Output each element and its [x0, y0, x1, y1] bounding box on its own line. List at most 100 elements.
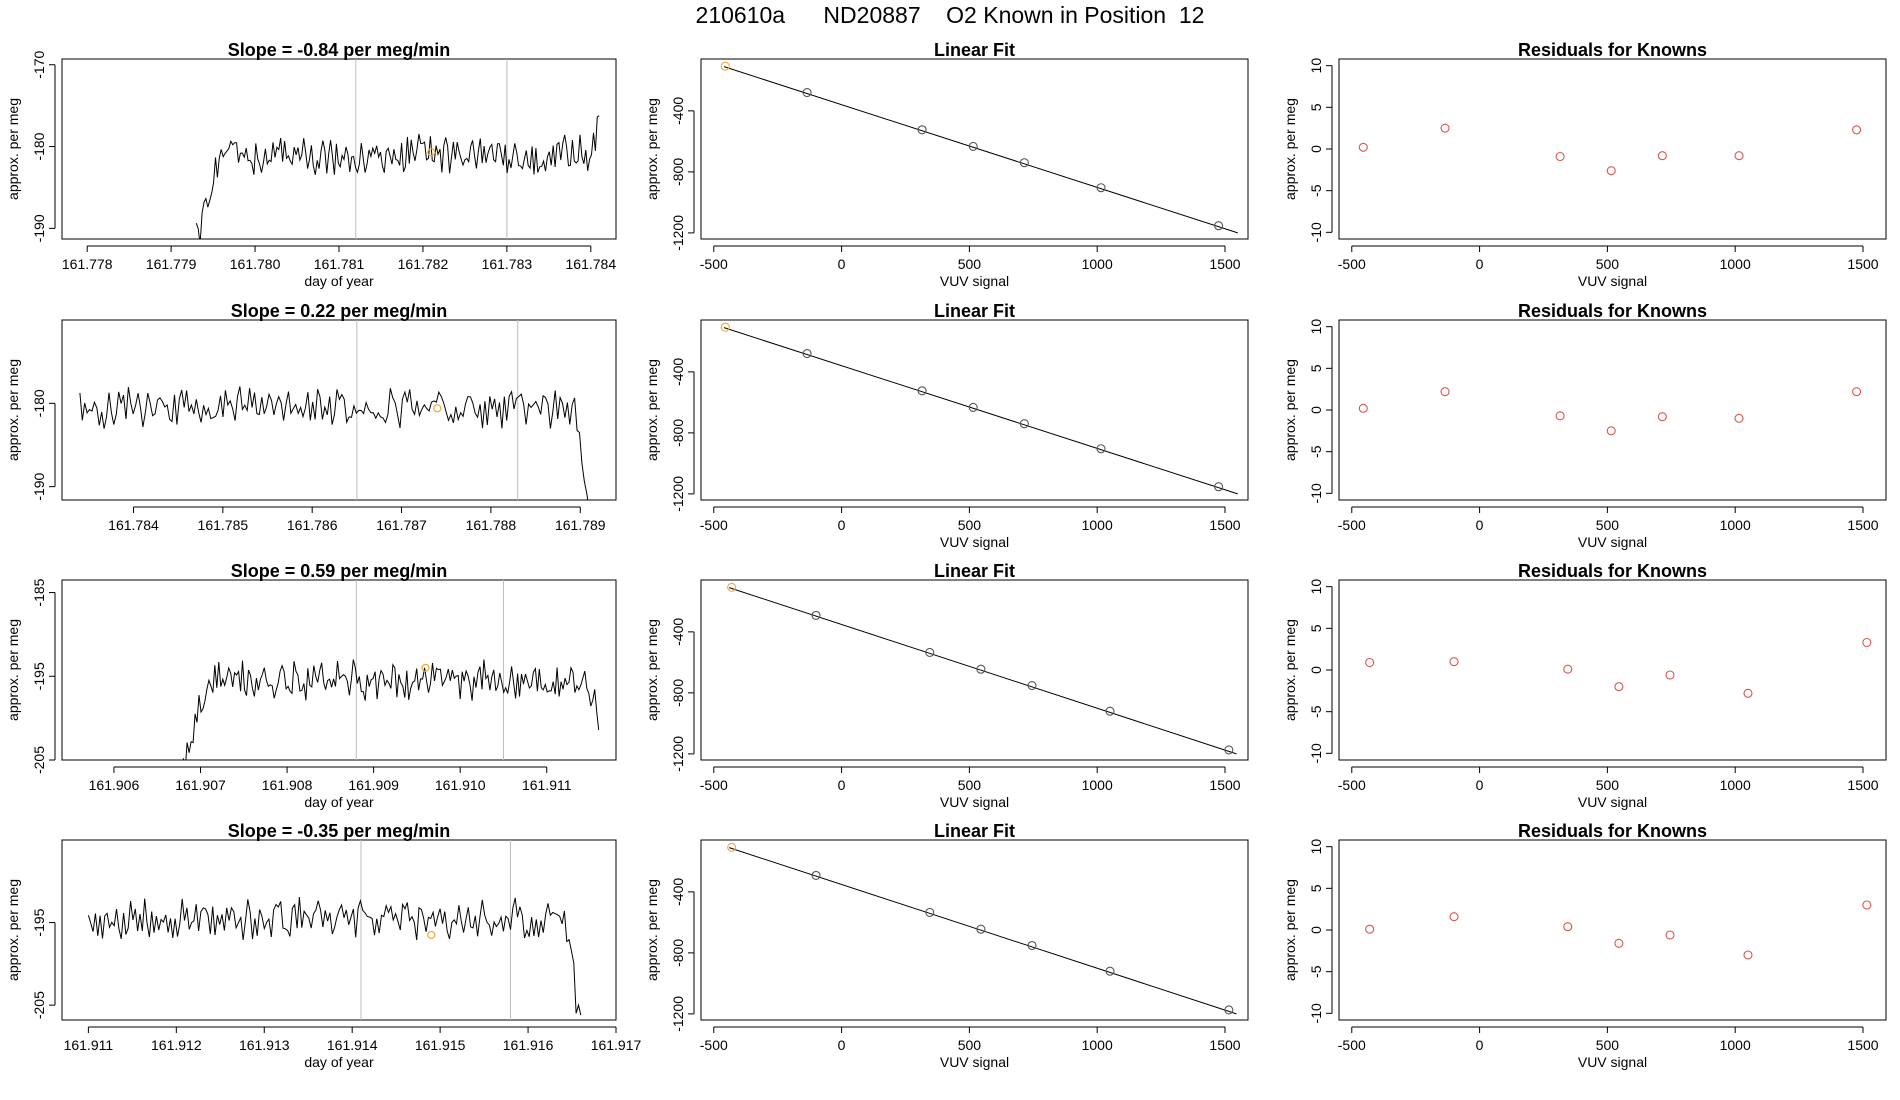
row4-residuals-point — [1614, 938, 1624, 948]
row4-linearfit-ylabel: approx. per meg — [644, 879, 660, 981]
row2-residuals-y-tick-label: 0 — [1308, 406, 1324, 414]
row4-residuals-y-tick-label: -10 — [1308, 1003, 1324, 1023]
row3-linearfit-point — [727, 582, 737, 592]
row4-linearfit-frame — [700, 839, 1249, 1021]
row2-residuals-x-tick-label: 1000 — [1720, 517, 1751, 533]
row3-timeseries-x-tick-label: 161.906 — [89, 777, 140, 793]
row2-linearfit-ylabel: approx. per meg — [644, 359, 660, 461]
row2-timeseries-average-marker — [433, 404, 442, 413]
row1-timeseries-ylabel: approx. per meg — [5, 98, 21, 200]
row3-timeseries-average-marker — [421, 663, 430, 673]
row3-residuals-ylabel: approx. per meg — [1282, 619, 1298, 721]
row1-timeseries-x-tick-label: 161.780 — [230, 256, 281, 272]
row1-linearfit-point — [968, 141, 978, 151]
row3-linearfit-x-tick-label: -500 — [700, 777, 728, 793]
row2-linearfit-point — [720, 322, 730, 332]
row4-residuals-title: Residuals for Knowns — [1518, 821, 1707, 841]
row1-linearfit-y-tick-label: -1200 — [670, 215, 686, 251]
row1-timeseries-title: Slope = -0.84 per meg/min — [228, 40, 451, 60]
row2-linearfit-point — [802, 349, 812, 359]
row1-linearfit-x-tick-label: 1500 — [1209, 256, 1240, 272]
row3-residuals-x-tick-label: 1500 — [1847, 777, 1878, 793]
row3-linearfit-fit-line — [728, 587, 1237, 755]
row2-residuals-frame — [1338, 319, 1887, 501]
row2-residuals-point — [1852, 387, 1862, 397]
row4-residuals-point — [1449, 912, 1459, 922]
row4-linearfit-xlabel: VUV signal — [940, 1054, 1009, 1070]
row1-residuals-y-tick-label: -5 — [1308, 184, 1324, 197]
row2-linearfit-x-tick-label: 1500 — [1209, 517, 1240, 533]
row2-residuals-point — [1606, 426, 1616, 436]
row1-residuals-title: Residuals for Knowns — [1518, 40, 1707, 60]
row1-linearfit-frame — [700, 58, 1249, 240]
row1-timeseries-xlabel: day of year — [304, 273, 374, 289]
row1-timeseries-x-tick-label: 161.783 — [482, 256, 533, 272]
row3-timeseries-x-tick-label: 161.909 — [348, 777, 399, 793]
row3-linearfit-x-tick-label: 0 — [838, 777, 846, 793]
row4-linearfit-title: Linear Fit — [934, 821, 1015, 841]
row4-timeseries-x-tick-label: 161.911 — [64, 1037, 114, 1053]
row4-linearfit-point — [811, 870, 821, 880]
row3-residuals-y-tick-label: -10 — [1308, 743, 1324, 763]
row1-linearfit-x-tick-label: -500 — [700, 256, 728, 272]
row3-timeseries-y-tick-label: -205 — [31, 746, 47, 774]
row1-residuals-frame — [1338, 58, 1887, 240]
row2-linearfit-x-tick-label: 500 — [958, 517, 982, 533]
row2-residuals-point — [1440, 387, 1450, 397]
row1-linearfit-point — [1214, 221, 1224, 231]
row3-timeseries-frame — [61, 579, 617, 761]
row4-linearfit-x-tick-label: -500 — [700, 1037, 728, 1053]
row2-linearfit-xlabel: VUV signal — [940, 534, 1009, 550]
row2-residuals-xlabel: VUV signal — [1578, 534, 1647, 550]
row2-residuals-x-tick-label: -500 — [1338, 517, 1366, 533]
row3-timeseries-y-tick-label: -195 — [31, 662, 47, 690]
row2-residuals-y-tick-label: 5 — [1308, 364, 1324, 372]
row2-linearfit-point — [1214, 482, 1224, 492]
row3-residuals-y-tick-label: 10 — [1308, 579, 1324, 595]
row1-residuals-y-tick-label: 0 — [1308, 145, 1324, 153]
row1-linearfit-point — [917, 125, 927, 135]
row4-linearfit-x-tick-label: 1000 — [1082, 1037, 1113, 1053]
row4-residuals-y-tick-label: 10 — [1308, 839, 1324, 855]
row1-residuals-x-tick-label: 1000 — [1720, 256, 1751, 272]
row1-linearfit-ylabel: approx. per meg — [644, 98, 660, 200]
row3-timeseries-title: Slope = 0.59 per meg/min — [231, 561, 448, 581]
row3-residuals-xlabel: VUV signal — [1578, 794, 1647, 810]
row2-residuals-title: Residuals for Knowns — [1518, 301, 1707, 321]
row1-residuals-point — [1606, 166, 1616, 176]
row4-timeseries-title: Slope = -0.35 per meg/min — [228, 821, 451, 841]
row2-linearfit-x-tick-label: 1000 — [1082, 517, 1113, 533]
row1-residuals-point — [1657, 151, 1667, 161]
row4-timeseries-x-tick-label: 161.914 — [327, 1037, 378, 1053]
row2-timeseries-frame — [61, 319, 617, 501]
row2-residuals-x-tick-label: 0 — [1476, 517, 1484, 533]
row4-residuals-point — [1365, 924, 1375, 934]
row3-residuals-point — [1365, 657, 1375, 668]
row2-linearfit-x-tick-label: 0 — [838, 517, 846, 533]
row2-timeseries-x-tick-label: 161.788 — [466, 517, 517, 533]
row1-residuals-point — [1734, 151, 1744, 161]
row1-residuals-x-tick-label: 500 — [1596, 256, 1620, 272]
row1-linearfit-fit-line — [723, 66, 1238, 234]
row1-residuals-point — [1440, 123, 1450, 133]
row4-residuals-x-tick-label: 500 — [1596, 1037, 1620, 1053]
row1-linearfit-x-tick-label: 500 — [958, 256, 982, 272]
row4-residuals-y-tick-label: 0 — [1308, 926, 1324, 934]
row1-residuals-x-tick-label: 1500 — [1847, 256, 1878, 272]
row4-linearfit-x-tick-label: 500 — [958, 1037, 982, 1053]
row2-linearfit-point — [968, 402, 978, 412]
row4-linearfit-y-tick-label: -800 — [670, 939, 686, 967]
row3-residuals-frame — [1338, 579, 1887, 761]
row3-timeseries-x-tick-label: 161.910 — [435, 777, 486, 793]
row2-timeseries-y-tick-label: -190 — [31, 472, 47, 500]
row3-residuals-point — [1614, 682, 1624, 692]
row3-linearfit-point — [811, 610, 821, 620]
row1-residuals-y-tick-label: 5 — [1308, 103, 1324, 111]
row2-linearfit-y-tick-label: -1200 — [670, 476, 686, 512]
row3-linearfit-x-tick-label: 500 — [958, 777, 982, 793]
row3-timeseries-ylabel: approx. per meg — [5, 619, 21, 721]
row3-residuals-point — [1862, 637, 1872, 648]
row3-linearfit-point — [925, 647, 935, 658]
row1-residuals-x-tick-label: -500 — [1338, 256, 1366, 272]
row2-residuals-point — [1734, 413, 1744, 423]
